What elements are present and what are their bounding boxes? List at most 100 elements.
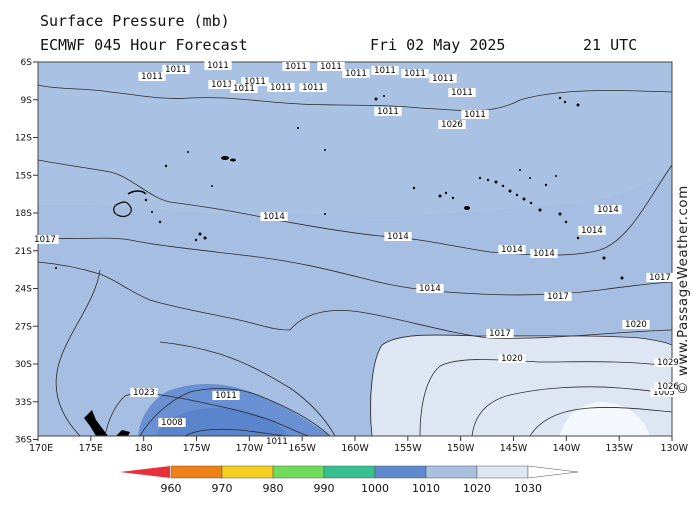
isobar-label: 1011 [464,110,486,120]
isobar-label: 1011 [233,84,255,94]
isobar-label: 1014 [581,226,603,236]
isobar-label: 1011 [320,62,342,72]
isobar-label-bg [461,110,489,119]
isobar-label-bg [317,62,345,71]
isobar-label: 1014 [597,205,619,215]
longitude-label: 150W [447,443,475,454]
latitude-label: 15S [15,171,32,181]
isobar-label-bg [594,205,622,214]
isobar-label: 1011 [285,62,307,72]
longitude-label: 130W [660,443,688,454]
latitude-axis: 6S 9S 12S 15S 18S 21S 24S 27S 30S 33S 36S [15,58,38,446]
isobar-label: 1011 [215,391,237,401]
isobar-label-bg [130,388,158,397]
isobar-label-bg [530,249,558,258]
isobar-label-bg [0,0,14,2]
latitude-label: 24S [15,285,32,295]
isobar-label-bg [429,74,457,83]
latitude-label: 27S [15,322,32,332]
isobar-label: 1020 [0,0,11,3]
isobar-label-bg [230,84,258,93]
isobar-label: 1014 [419,284,441,294]
isobar-label: 1011 [165,65,187,75]
latitude-label: 33S [15,398,32,408]
longitude-label: 165W [288,443,316,454]
isobar-label-bg [486,329,514,338]
isobar-label: 1014 [533,249,555,259]
isobar-label-bg [401,69,429,78]
colorbar-segment [323,465,376,479]
isobar-label-bg [416,284,444,293]
watermark-text: © www.PassageWeather.com [675,185,691,395]
colorbar-segment [170,465,223,479]
colorbar-label: 970 [212,482,233,495]
isobar-label: 1014 [501,245,523,255]
isobar-label: 1011 [207,61,229,71]
isobar-label: 1008 [161,418,183,428]
colorbar-label: 1020 [463,482,491,495]
colorbar-segment [374,465,427,479]
colorbar-label: 1030 [514,482,542,495]
isobar-label-bg [342,69,370,78]
isobar-label-bg [654,358,682,367]
longitude-label: 160W [341,443,369,454]
isobar-label-bg [282,62,310,71]
isobar-label-bg [374,107,402,116]
model-forecast-label: ECMWF 045 Hour Forecast [40,36,248,54]
chart-title: Surface Pressure (mb) [40,12,230,30]
isobar-label: 1017 [34,235,56,245]
longitude-label: 135W [605,443,633,454]
isobar-label: 1005 [653,388,675,398]
colorbar-segment [425,465,478,479]
pressure-fill-layer [38,62,672,436]
isobar-label: 1011 [302,83,324,93]
isobar-label: 1026 [657,382,679,392]
colorbar-label: 980 [263,482,284,495]
isobar-label-bg [162,65,190,74]
isobar-label-bg [299,83,327,92]
isobar-label-bg [498,354,526,363]
isobar-label-bg [260,212,288,221]
isobar-label-bg [650,388,678,397]
isobar-label: 1011 [141,72,163,82]
colorbar-label: 1010 [412,482,440,495]
colorbar-label: 990 [314,482,335,495]
isobar-label: 1017 [489,329,511,339]
colorbar-high-arrow [527,465,579,479]
isobar-label: 1011 [432,74,454,84]
longitude-label: 155W [394,443,422,454]
isobar-label-bg [498,245,526,254]
latitude-label: 12S [15,134,32,144]
isobar-label: 1011 [266,437,288,447]
isobar-label: 1014 [263,212,285,222]
isobar-label: 1011 [211,80,233,90]
isobar-label-bg [158,418,186,427]
latitude-label: 30S [15,360,32,370]
longitude-label: 170E [29,443,53,454]
isobar-label: 1011 [377,107,399,117]
isobar-label: 1020 [501,354,523,364]
isobar-label: 1029 [657,358,679,368]
longitude-label: 180 [135,443,153,454]
isobar-label-bg [241,77,269,86]
longitude-label: 140W [553,443,581,454]
isobar-label-bg [138,72,166,81]
isobar-label: 1023 [133,388,155,398]
isobar-label-bg [204,61,232,70]
isobar-label-bg [208,80,236,89]
isobar-label-bg [263,437,291,446]
latitude-label: 9S [21,96,33,106]
isobar-label: 1011 [345,69,367,79]
isobar-label: 1026 [441,120,463,130]
isobar-label: 1017 [649,273,671,283]
isobar-label: 1011 [244,77,266,87]
valid-date: Fri 02 May 2025 [370,36,506,54]
isobar-label: 1017 [547,292,569,302]
isobar-label: 1011 [404,69,426,79]
isobar-label-bg [212,391,240,400]
isobar-label-bg [448,88,476,97]
latitude-label: 18S [15,209,32,219]
isobar-label: 1011 [270,83,292,93]
isobar-lines [38,84,672,436]
